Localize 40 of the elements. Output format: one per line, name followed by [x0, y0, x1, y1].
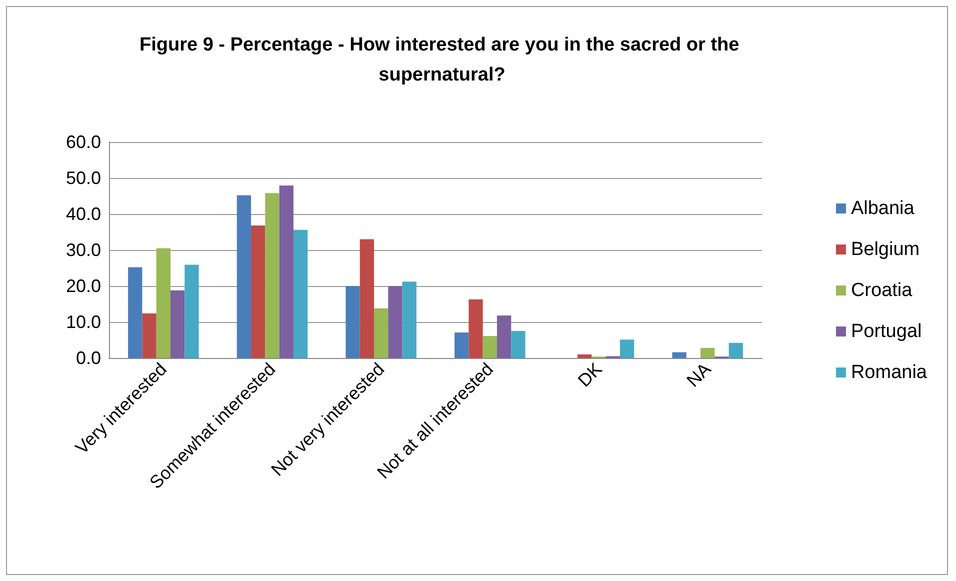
y-tick-label: 30.0 [66, 240, 101, 260]
bar [620, 340, 634, 358]
bar [700, 348, 715, 358]
bar [511, 331, 526, 358]
legend-label: Albania [850, 198, 915, 219]
y-tick-label: 10.0 [66, 312, 101, 332]
bar [251, 226, 266, 358]
bar [346, 286, 360, 358]
bar [265, 193, 280, 358]
legend-label: Portugal [850, 321, 922, 342]
bar [374, 308, 388, 358]
legend-label: Croatia [850, 280, 913, 301]
bar [170, 290, 185, 358]
y-tick-label: 50.0 [66, 168, 101, 188]
bar [454, 332, 469, 358]
bar [468, 299, 483, 358]
bar [402, 282, 416, 358]
bar [672, 352, 686, 358]
y-tick-label: 40.0 [66, 204, 101, 224]
bar [388, 286, 402, 358]
bar [728, 342, 743, 358]
bar [156, 248, 170, 358]
bar [360, 239, 374, 358]
bar [293, 230, 308, 358]
chart-title: Figure 9 - Percentage - How interested are you in the sacred or the supernatural? [140, 34, 744, 86]
bar [184, 264, 199, 358]
bar [236, 195, 252, 358]
bar [142, 313, 156, 358]
bar [482, 336, 497, 358]
bar [279, 186, 294, 358]
x-tick-label: DK [574, 358, 606, 391]
x-tick-label: NA [682, 358, 715, 391]
y-tick-label: 0.0 [76, 348, 101, 368]
y-tick-label: 20.0 [66, 276, 101, 296]
bar [496, 316, 512, 358]
y-tick-label: 60.0 [66, 132, 101, 152]
bar [128, 267, 142, 358]
legend-label: Romania [850, 362, 928, 383]
bar [578, 354, 592, 358]
legend-label: Belgium [850, 239, 920, 260]
